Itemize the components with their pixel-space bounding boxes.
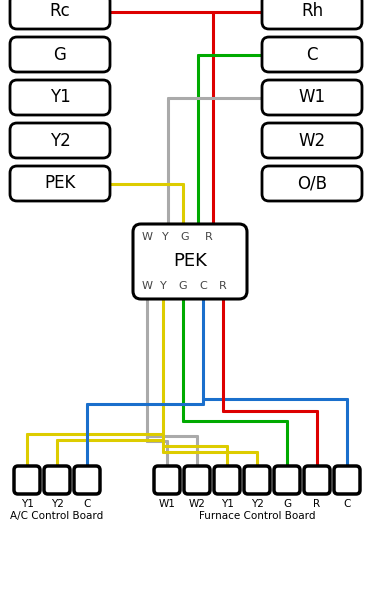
FancyBboxPatch shape [262, 37, 362, 72]
Text: Y1: Y1 [21, 499, 33, 509]
Text: W2: W2 [298, 131, 326, 150]
FancyBboxPatch shape [304, 466, 330, 494]
FancyBboxPatch shape [10, 166, 110, 201]
Text: C: C [343, 499, 351, 509]
Text: PEK: PEK [44, 174, 76, 193]
Text: Rh: Rh [301, 2, 323, 21]
FancyBboxPatch shape [184, 466, 210, 494]
FancyBboxPatch shape [262, 80, 362, 115]
FancyBboxPatch shape [262, 0, 362, 29]
Text: R: R [219, 281, 227, 291]
FancyBboxPatch shape [244, 466, 270, 494]
Text: A/C Control Board: A/C Control Board [10, 511, 104, 521]
Text: Furnace Control Board: Furnace Control Board [199, 511, 315, 521]
Text: W: W [141, 232, 152, 242]
FancyBboxPatch shape [74, 466, 100, 494]
FancyBboxPatch shape [10, 80, 110, 115]
Text: G: G [54, 45, 66, 64]
Text: G: G [180, 232, 189, 242]
Text: R: R [314, 499, 321, 509]
Text: W1: W1 [158, 499, 176, 509]
Text: G: G [179, 281, 187, 291]
Text: Y1: Y1 [220, 499, 233, 509]
FancyBboxPatch shape [274, 466, 300, 494]
Text: Y2: Y2 [250, 499, 263, 509]
Text: G: G [283, 499, 291, 509]
Text: Y2: Y2 [51, 499, 63, 509]
Text: Y2: Y2 [50, 131, 70, 150]
Text: PEK: PEK [173, 253, 207, 270]
FancyBboxPatch shape [10, 37, 110, 72]
FancyBboxPatch shape [133, 224, 247, 299]
FancyBboxPatch shape [262, 123, 362, 158]
Text: Y1: Y1 [50, 88, 70, 107]
Text: Y: Y [160, 281, 166, 291]
FancyBboxPatch shape [10, 123, 110, 158]
Text: C: C [83, 499, 91, 509]
FancyBboxPatch shape [154, 466, 180, 494]
FancyBboxPatch shape [214, 466, 240, 494]
Text: W: W [141, 281, 152, 291]
Text: O/B: O/B [297, 174, 327, 193]
FancyBboxPatch shape [44, 466, 70, 494]
Text: Y: Y [162, 232, 168, 242]
Text: W2: W2 [188, 499, 206, 509]
Text: Rc: Rc [50, 2, 70, 21]
FancyBboxPatch shape [14, 466, 40, 494]
FancyBboxPatch shape [10, 0, 110, 29]
Text: C: C [306, 45, 318, 64]
FancyBboxPatch shape [262, 166, 362, 201]
Text: R: R [205, 232, 213, 242]
Text: C: C [199, 281, 207, 291]
Text: W1: W1 [298, 88, 326, 107]
FancyBboxPatch shape [334, 466, 360, 494]
